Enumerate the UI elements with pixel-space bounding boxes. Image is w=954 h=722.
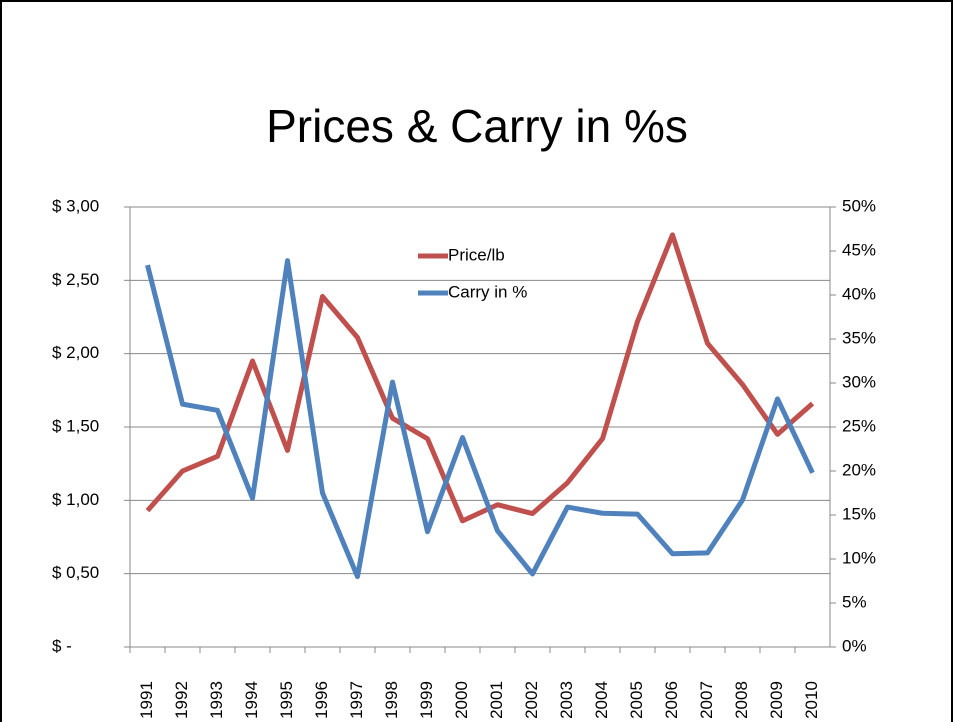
chart-title: Prices & Carry in %s [266, 100, 688, 152]
y2-tick-label: 50% [842, 196, 876, 215]
line-series [145, 258, 815, 580]
x-tick-label: 2010 [802, 681, 821, 719]
y2-tick-label: 35% [842, 328, 876, 347]
x-tick-label: 2008 [732, 681, 751, 719]
x-tick-label: 1997 [347, 681, 366, 719]
legend-label: Carry in % [448, 282, 527, 301]
y-tick-label: $ 2,00 [52, 343, 99, 362]
x-tick-label: 2006 [662, 681, 681, 719]
y2-tick-label: 45% [842, 240, 876, 259]
x-tick-label: 2000 [452, 681, 471, 719]
x-tick-label: 1994 [242, 681, 261, 719]
y-tick-label: $ 3,00 [52, 196, 99, 215]
x-tick-label: 2001 [487, 681, 506, 719]
line-series [145, 232, 815, 524]
x-tick-label: 1992 [172, 681, 191, 719]
y2-tick-label: 0% [842, 636, 867, 655]
y2-tick-label: 20% [842, 460, 876, 479]
x-tick-label: 2002 [522, 681, 541, 719]
x-tick-label: 1996 [312, 681, 331, 719]
legend-label: Price/lb [448, 245, 505, 264]
y2-tick-label: 30% [842, 372, 876, 391]
y-tick-label: $ - [52, 636, 72, 655]
y-tick-label: $ 0,50 [52, 563, 99, 582]
y-tick-label: $ 1,50 [52, 416, 99, 435]
y2-tick-label: 5% [842, 592, 867, 611]
x-tick-label: 2009 [767, 681, 786, 719]
x-tick-label: 2003 [557, 681, 576, 719]
x-tick-label: 2007 [697, 681, 716, 719]
x-tick-label: 1993 [207, 681, 226, 719]
y2-tick-label: 15% [842, 504, 876, 523]
x-tick-label: 2005 [627, 681, 646, 719]
y2-tick-label: 10% [842, 548, 876, 567]
x-tick-label: 2004 [592, 681, 611, 719]
y2-tick-label: 25% [842, 416, 876, 435]
y-tick-label: $ 2,50 [52, 270, 99, 289]
x-tick-label: 1998 [382, 681, 401, 719]
y-tick-label: $ 1,00 [52, 490, 99, 509]
x-tick-label: 1995 [277, 681, 296, 719]
x-tick-label: 1991 [137, 681, 156, 719]
x-tick-label: 1999 [417, 681, 436, 719]
y2-tick-label: 40% [842, 284, 876, 303]
